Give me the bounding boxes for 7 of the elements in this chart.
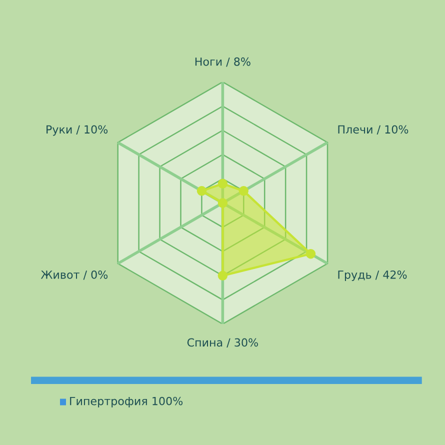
spoke-label: Плечи / 10% bbox=[338, 125, 408, 134]
spoke-label: Спина / 30% bbox=[187, 338, 258, 348]
spoke-label: Ноги / 8% bbox=[195, 57, 250, 67]
spoke-label: Руки / 10% bbox=[46, 125, 108, 136]
spoke-label: Живот / 0% bbox=[40, 270, 108, 280]
text: Гипертрофия 100% bbox=[70, 396, 183, 408]
spoke-label: Грудь / 42% bbox=[338, 270, 407, 282]
